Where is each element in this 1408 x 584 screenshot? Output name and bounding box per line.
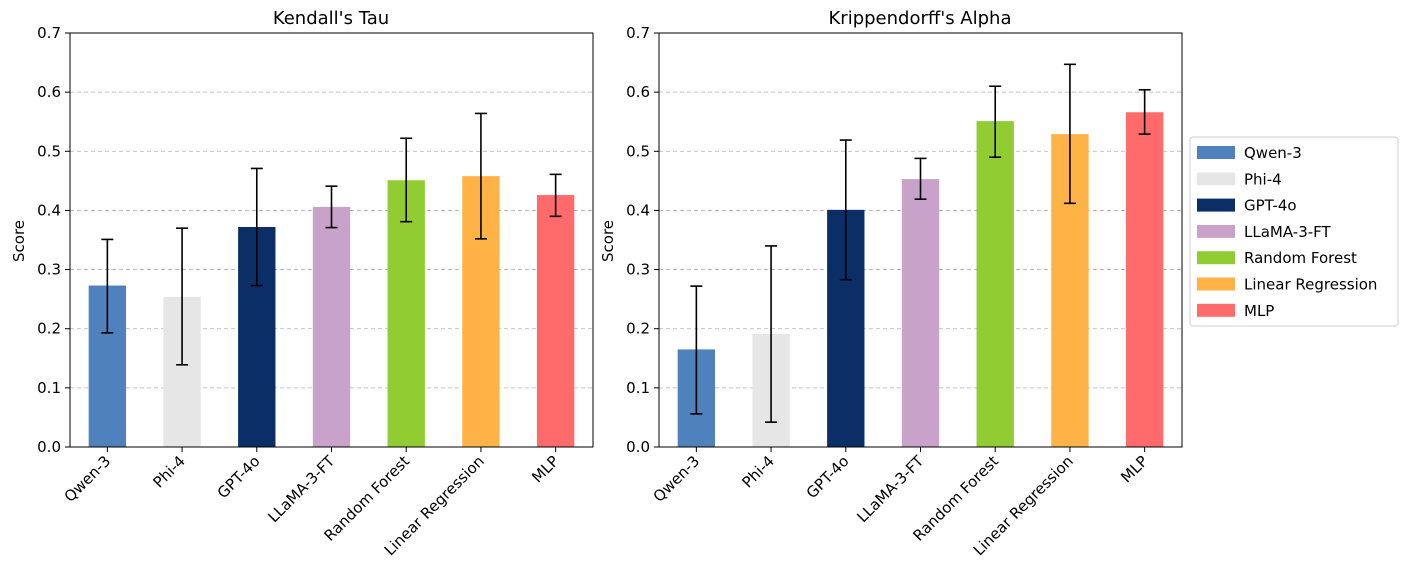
y-tick-label: 0.4 [626,201,650,219]
y-tick-label: 0.6 [37,83,61,101]
legend-label: Qwen-3 [1244,144,1302,162]
chart-title: Krippendorff's Alpha [828,8,1011,29]
y-tick-label: 0.7 [626,24,650,42]
x-tick-label: LLaMA-3-FT [853,452,928,527]
y-tick-label: 0.5 [37,142,61,160]
x-tick-label: Phi-4 [739,452,778,491]
y-axis-label: Score [10,220,28,262]
y-tick-label: 0.0 [626,438,650,456]
bar-llama-3-ft [312,206,351,447]
legend-swatch [1197,146,1235,159]
y-tick-label: 0.0 [37,438,61,456]
bar-mlp [1125,112,1164,447]
x-tick-label: GPT-4o [803,452,853,502]
legend-label: Random Forest [1244,249,1357,267]
x-tick-label: MLP [528,452,562,486]
legend-label: MLP [1244,302,1274,320]
x-tick-label: MLP [1117,452,1151,486]
legend-swatch [1197,224,1235,238]
y-tick-label: 0.2 [37,320,61,338]
chart-title: Kendall's Tau [273,8,389,29]
x-tick-label: Qwen-3 [61,452,115,506]
bar-mlp [536,195,575,447]
chart-krippendorffs-alpha: Krippendorff's Alpha Score 0.0 0.1 0.2 0.3 0… [599,8,1183,559]
legend-swatch [1197,198,1235,212]
legend-swatch [1197,277,1235,291]
bar-random-forest [976,121,1014,447]
x-tick-label: LLaMA-3-FT [264,452,339,527]
legend-swatch [1197,303,1235,317]
chart-kendalls-tau: Kendall's Tau Score 0.0 0.1 0.2 0.3 0.4 0.5 0.… [10,8,594,559]
y-tick-label: 0.7 [37,24,61,42]
legend-label: Phi-4 [1244,170,1282,188]
legend-label: GPT-4o [1244,197,1297,215]
y-tick-label: 0.6 [626,83,650,101]
legend-swatch [1197,172,1235,186]
y-tick-label: 0.1 [626,379,650,397]
legend: Qwen-3 Phi-4 GPT-4o LLaMA-3-FT Random Forest… [1189,136,1399,327]
bar-random-forest [387,180,425,447]
y-axis-label: Score [599,220,617,262]
legend-swatch [1197,251,1235,265]
y-tick-label: 0.4 [37,201,61,219]
y-tick-label: 0.1 [37,379,61,397]
legend-label: Linear Regression [1244,276,1377,294]
y-tick-label: 0.3 [37,261,61,279]
y-tick-label: 0.5 [626,142,650,160]
x-tick-label: Qwen-3 [650,452,704,506]
legend-box [1189,136,1399,327]
x-tick-label: Phi-4 [150,452,189,491]
y-tick-label: 0.2 [626,320,650,338]
y-tick-label: 0.3 [626,261,650,279]
bar-llama-3-ft [901,179,940,447]
x-tick-label: GPT-4o [214,452,264,502]
legend-label: LLaMA-3-FT [1244,223,1332,241]
